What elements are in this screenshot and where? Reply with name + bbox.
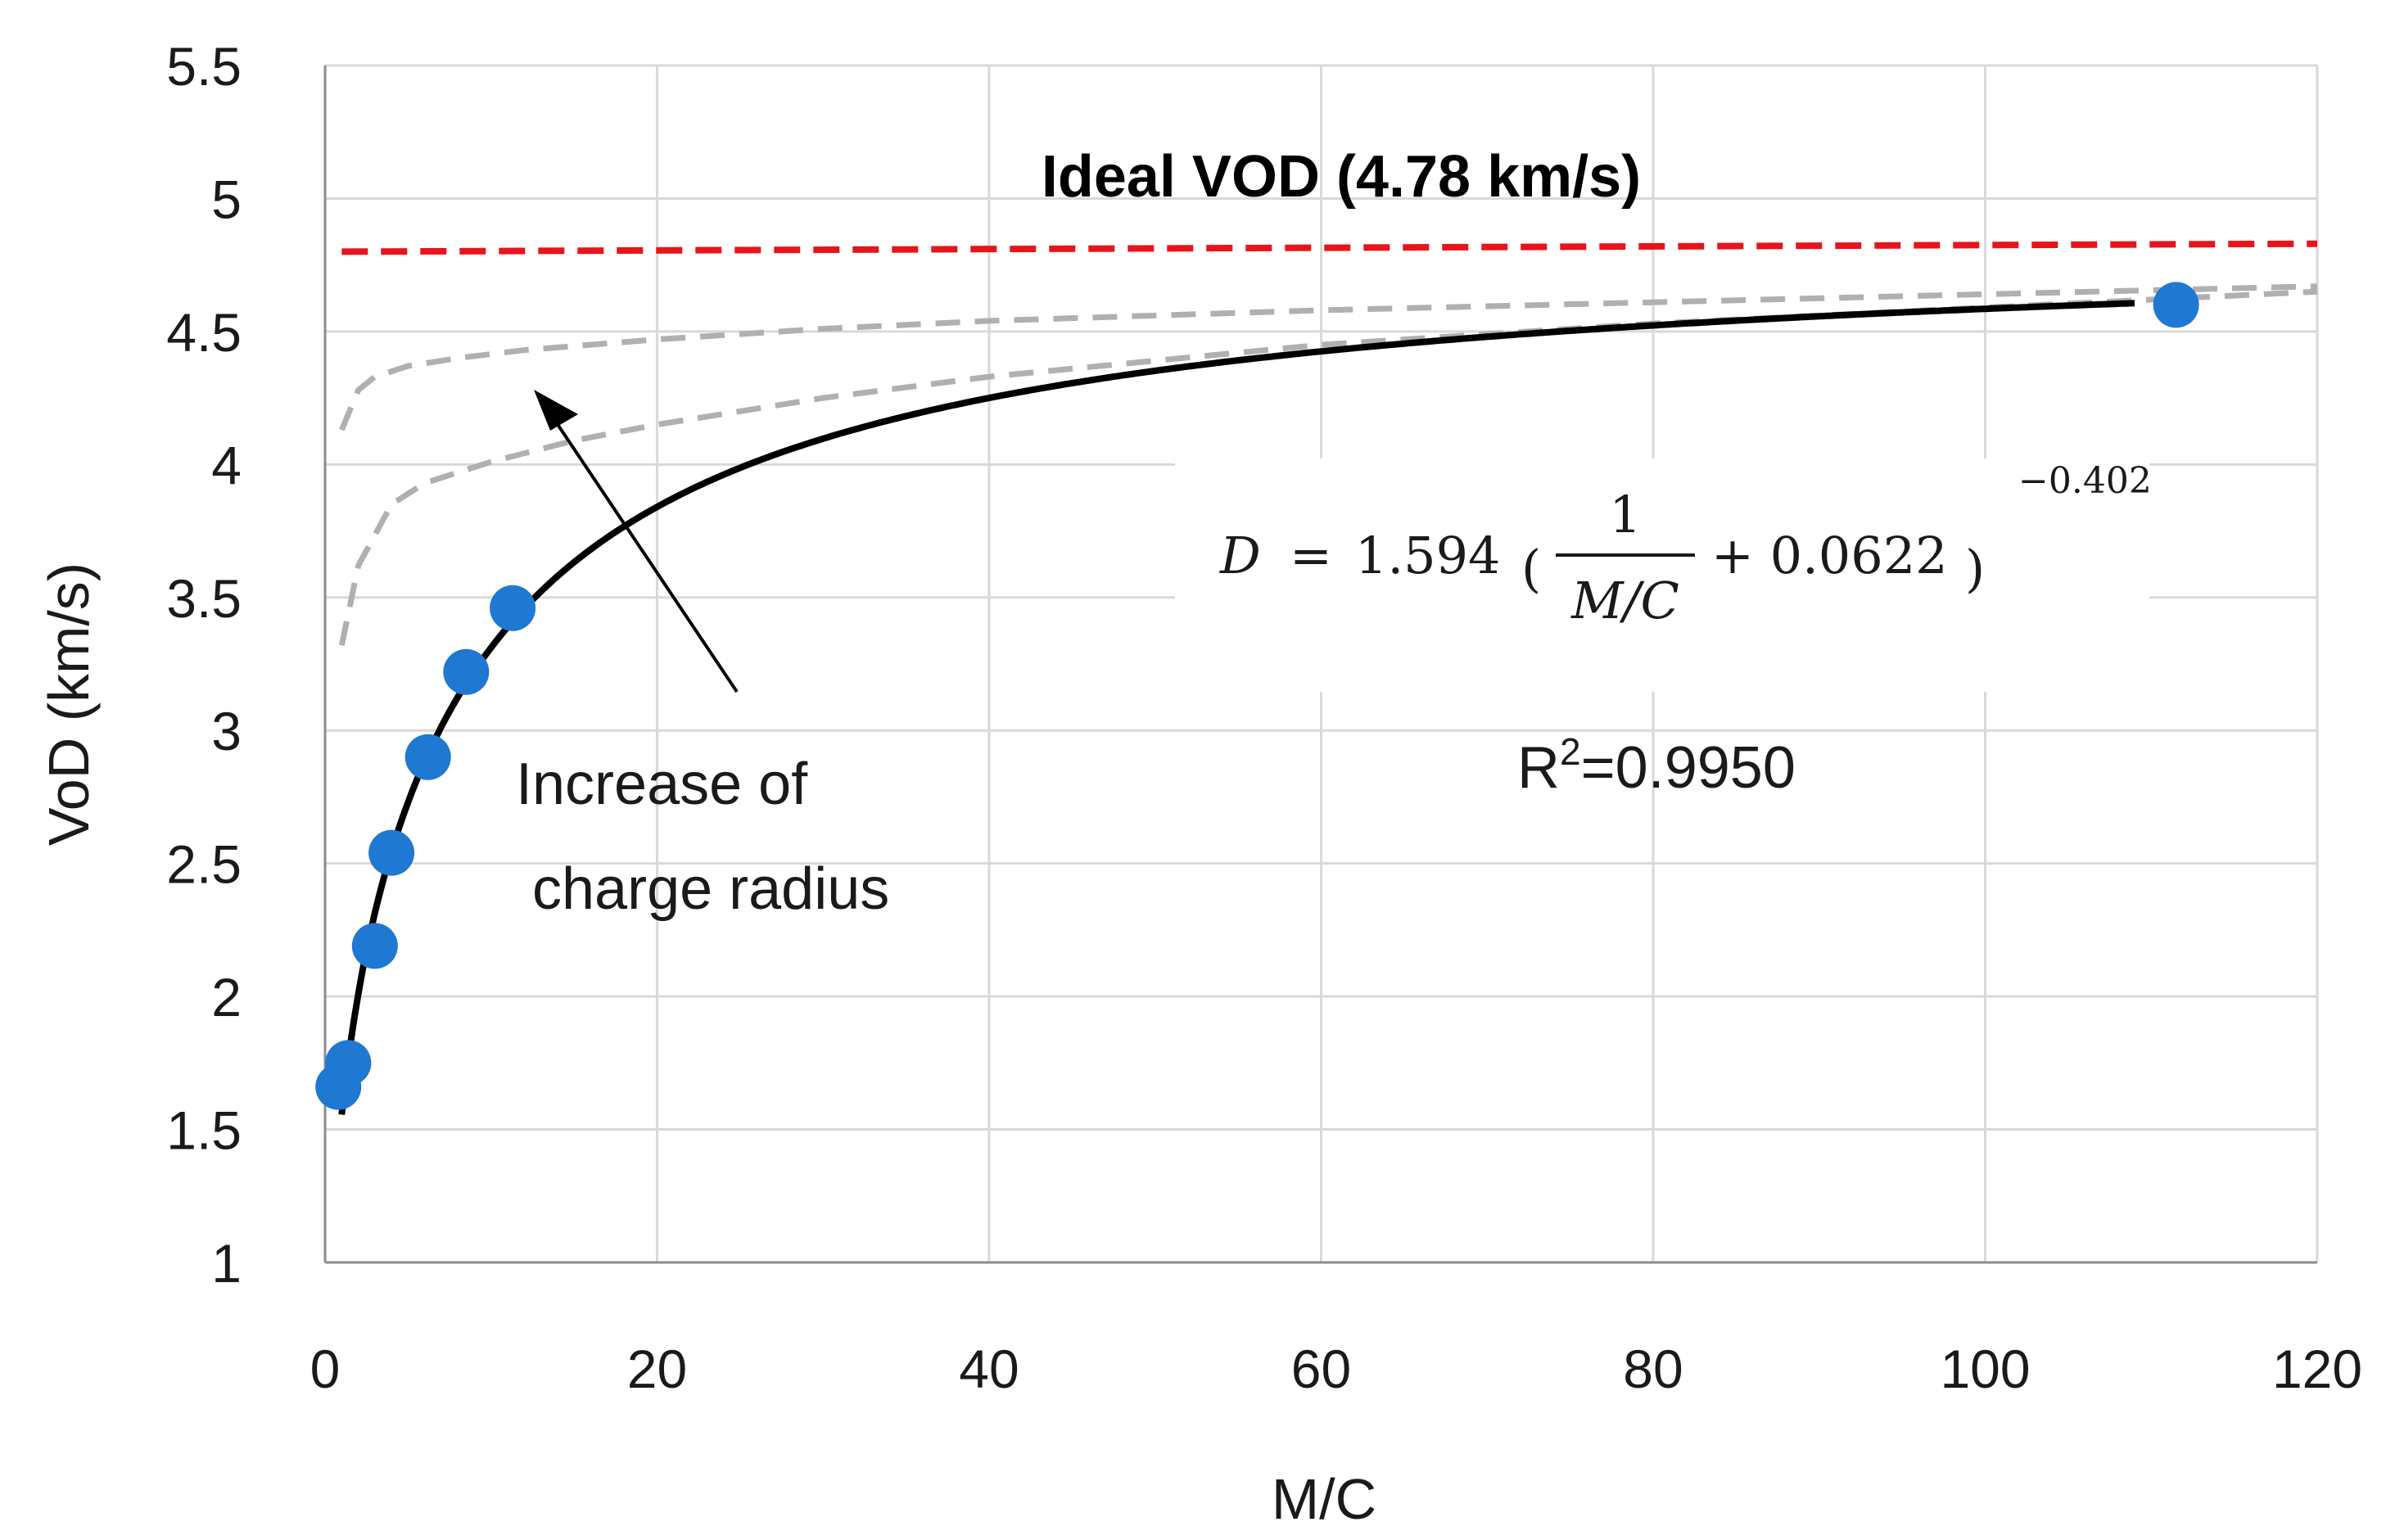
r-squared-prefix: R (1517, 735, 1560, 801)
y-tick-label: 4 (211, 435, 242, 495)
y-tick-label: 2 (211, 967, 242, 1027)
x-tick-label: 120 (2272, 1339, 2362, 1399)
data-point (2153, 282, 2199, 328)
data-point (443, 648, 490, 695)
y-axis-ticks: 1 1.5 2 2.5 3 3.5 4 4.5 5 5.5 (166, 36, 242, 1294)
x-tick-label: 100 (1940, 1339, 2030, 1399)
fit-equation: D = 1.594 ( 1 M/C + 0.0622 ) −0.402 (1219, 460, 2152, 630)
equation-background (1175, 458, 2149, 692)
equation-right-paren: ) (1965, 539, 1985, 598)
ideal-vod-label: Ideal VOD (4.78 km/s) (1042, 144, 1641, 210)
equation-numerator: 1 (1609, 485, 1641, 544)
equation-plus-term: + 0.0622 (1711, 526, 1948, 585)
x-tick-label: 60 (1291, 1339, 1351, 1399)
y-tick-label: 5 (211, 169, 242, 229)
y-axis-title: VoD (km/s) (37, 562, 101, 846)
data-point (404, 734, 451, 780)
data-points (315, 282, 2199, 1110)
charge-radius-curve (339, 283, 2318, 431)
fit-curve-path (338, 300, 2135, 1115)
data-point (368, 829, 415, 876)
y-tick-label: 3 (211, 701, 242, 761)
y-tick-label: 3.5 (166, 568, 242, 629)
data-point (325, 1040, 372, 1086)
y-tick-label: 5.5 (166, 36, 242, 97)
plot-area (323, 65, 2317, 1264)
x-axis-title: M/C (1272, 1467, 1376, 1531)
equation-lhs: D (1219, 526, 1261, 585)
charge-radius-arrow (534, 390, 739, 693)
r-squared-value: =0.9950 (1581, 735, 1796, 801)
r-squared-label: R2=0.9950 (1517, 730, 1796, 801)
r-squared-sup: 2 (1560, 730, 1581, 773)
x-axis-ticks: 0 20 40 60 80 100 120 (310, 1339, 2362, 1399)
x-tick-label: 0 (310, 1339, 341, 1399)
x-tick-label: 20 (627, 1339, 687, 1399)
arrow-label-line2: charge radius (532, 856, 889, 922)
data-point (351, 923, 398, 969)
y-tick-label: 1.5 (166, 1100, 242, 1161)
equation-left-paren: ( (1521, 539, 1541, 598)
ideal-vod-dashed-line (341, 240, 2318, 255)
x-tick-label: 40 (959, 1339, 1019, 1399)
ideal-vod-line (341, 240, 2318, 255)
arrow-label-line1: Increase of (516, 752, 808, 817)
y-tick-label: 1 (211, 1233, 242, 1294)
y-tick-label: 2.5 (166, 834, 242, 895)
data-point (490, 585, 536, 631)
equation-denominator: M/C (1570, 571, 1679, 630)
equation-equals: = (1290, 526, 1332, 585)
x-tick-label: 80 (1623, 1339, 1683, 1399)
fit-curve (338, 300, 2135, 1115)
y-tick-label: 4.5 (166, 302, 242, 363)
equation-exponent: −0.402 (2018, 460, 2152, 502)
equation-coefficient: 1.594 (1355, 526, 1501, 585)
